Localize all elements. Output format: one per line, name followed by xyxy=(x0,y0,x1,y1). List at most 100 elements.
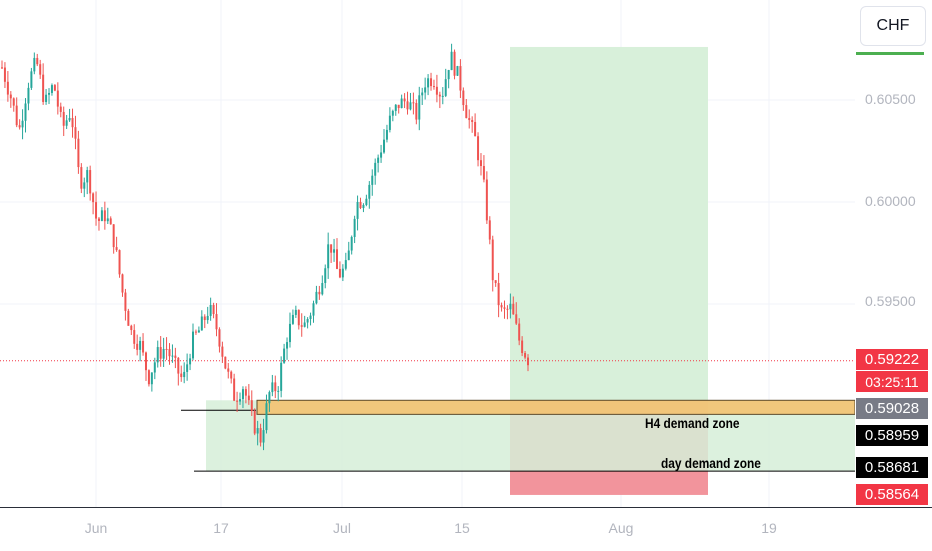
candle xyxy=(427,74,430,96)
candle-body xyxy=(215,314,218,330)
candle xyxy=(247,384,250,405)
candle-body xyxy=(497,283,500,306)
candle-body xyxy=(477,136,480,161)
candle-body xyxy=(277,390,280,392)
candle xyxy=(471,116,474,133)
candle-body xyxy=(156,347,159,363)
candle xyxy=(59,102,62,118)
candle-body xyxy=(153,362,156,373)
candle xyxy=(180,365,183,382)
candle-body xyxy=(297,309,300,326)
candle xyxy=(262,418,265,451)
candle xyxy=(241,386,244,409)
candle xyxy=(512,296,515,315)
candle xyxy=(165,337,168,360)
candle-body xyxy=(256,428,259,434)
candle-body xyxy=(521,340,524,354)
candle-body xyxy=(224,356,227,369)
candle xyxy=(391,109,394,122)
candle xyxy=(288,312,291,348)
candle xyxy=(168,343,171,365)
candle-body xyxy=(53,85,56,91)
currency-button[interactable]: CHF xyxy=(860,6,926,46)
candle xyxy=(77,130,80,174)
candle-body xyxy=(250,400,253,411)
candle xyxy=(430,72,433,91)
candle xyxy=(424,77,427,100)
candle xyxy=(465,98,468,119)
candle xyxy=(56,82,59,115)
candle xyxy=(21,109,24,140)
candle-body xyxy=(165,348,168,350)
candle-body xyxy=(136,343,139,350)
candle xyxy=(479,153,482,176)
candle-body xyxy=(3,67,6,82)
candle-body xyxy=(294,309,297,315)
candle xyxy=(177,357,180,386)
candle xyxy=(377,154,380,173)
candle xyxy=(215,303,218,337)
candle xyxy=(300,313,303,337)
candle-body xyxy=(200,316,203,331)
candle-body xyxy=(83,182,86,189)
candle-body xyxy=(318,291,321,295)
candle xyxy=(118,249,121,278)
candle-body xyxy=(353,218,356,237)
candle-body xyxy=(221,346,224,357)
candle-body xyxy=(388,115,391,130)
candle-body xyxy=(212,304,215,315)
candle xyxy=(156,340,159,368)
candle-body xyxy=(441,95,444,97)
time-tick: 15 xyxy=(454,520,470,536)
candle xyxy=(456,65,459,77)
day-zone-bottom-tag: 0.58681 xyxy=(856,457,928,478)
candle-body xyxy=(194,331,197,333)
candle-body xyxy=(344,260,347,269)
candle xyxy=(521,336,524,357)
candle xyxy=(485,171,488,224)
candle xyxy=(30,67,33,90)
candle xyxy=(491,235,494,292)
candle xyxy=(200,310,203,331)
candle xyxy=(233,373,236,402)
candle-body xyxy=(268,392,271,404)
candle-body xyxy=(230,371,233,379)
long-position-target-area[interactable] xyxy=(510,46,708,401)
candle-body xyxy=(312,303,315,316)
candle-body xyxy=(341,268,344,278)
candles xyxy=(1,43,529,451)
time-tick: Aug xyxy=(608,520,634,536)
candle-body xyxy=(39,64,42,75)
candle xyxy=(127,308,130,326)
candle-body xyxy=(183,371,186,378)
candle xyxy=(462,87,465,111)
candle-body xyxy=(150,372,153,385)
candle xyxy=(309,312,312,326)
candle-body xyxy=(121,274,124,293)
candle xyxy=(362,203,365,213)
candle-body xyxy=(236,400,239,402)
candle-body xyxy=(397,104,400,109)
candle xyxy=(268,390,271,412)
price-chart[interactable] xyxy=(0,0,855,507)
candle xyxy=(147,369,150,387)
candle-body xyxy=(127,310,130,326)
candle xyxy=(83,177,86,198)
candle-body xyxy=(274,382,277,392)
candle xyxy=(415,99,418,125)
candle xyxy=(6,71,9,102)
candle xyxy=(385,124,388,143)
candle xyxy=(388,107,391,133)
candle xyxy=(15,97,18,128)
price-axis[interactable]: 0.60500 0.60000 0.59500 xyxy=(855,0,932,507)
h4-demand-zone[interactable] xyxy=(256,399,855,415)
candle-body xyxy=(394,104,397,111)
candle xyxy=(509,293,512,319)
candle-body xyxy=(112,224,115,248)
time-axis[interactable]: Jun 17 Jul 15 Aug 19 xyxy=(0,507,932,551)
candle-body xyxy=(409,102,412,110)
candle-body xyxy=(468,118,471,121)
candle-body xyxy=(512,303,515,315)
candle-body xyxy=(347,250,350,261)
candle xyxy=(327,232,330,279)
